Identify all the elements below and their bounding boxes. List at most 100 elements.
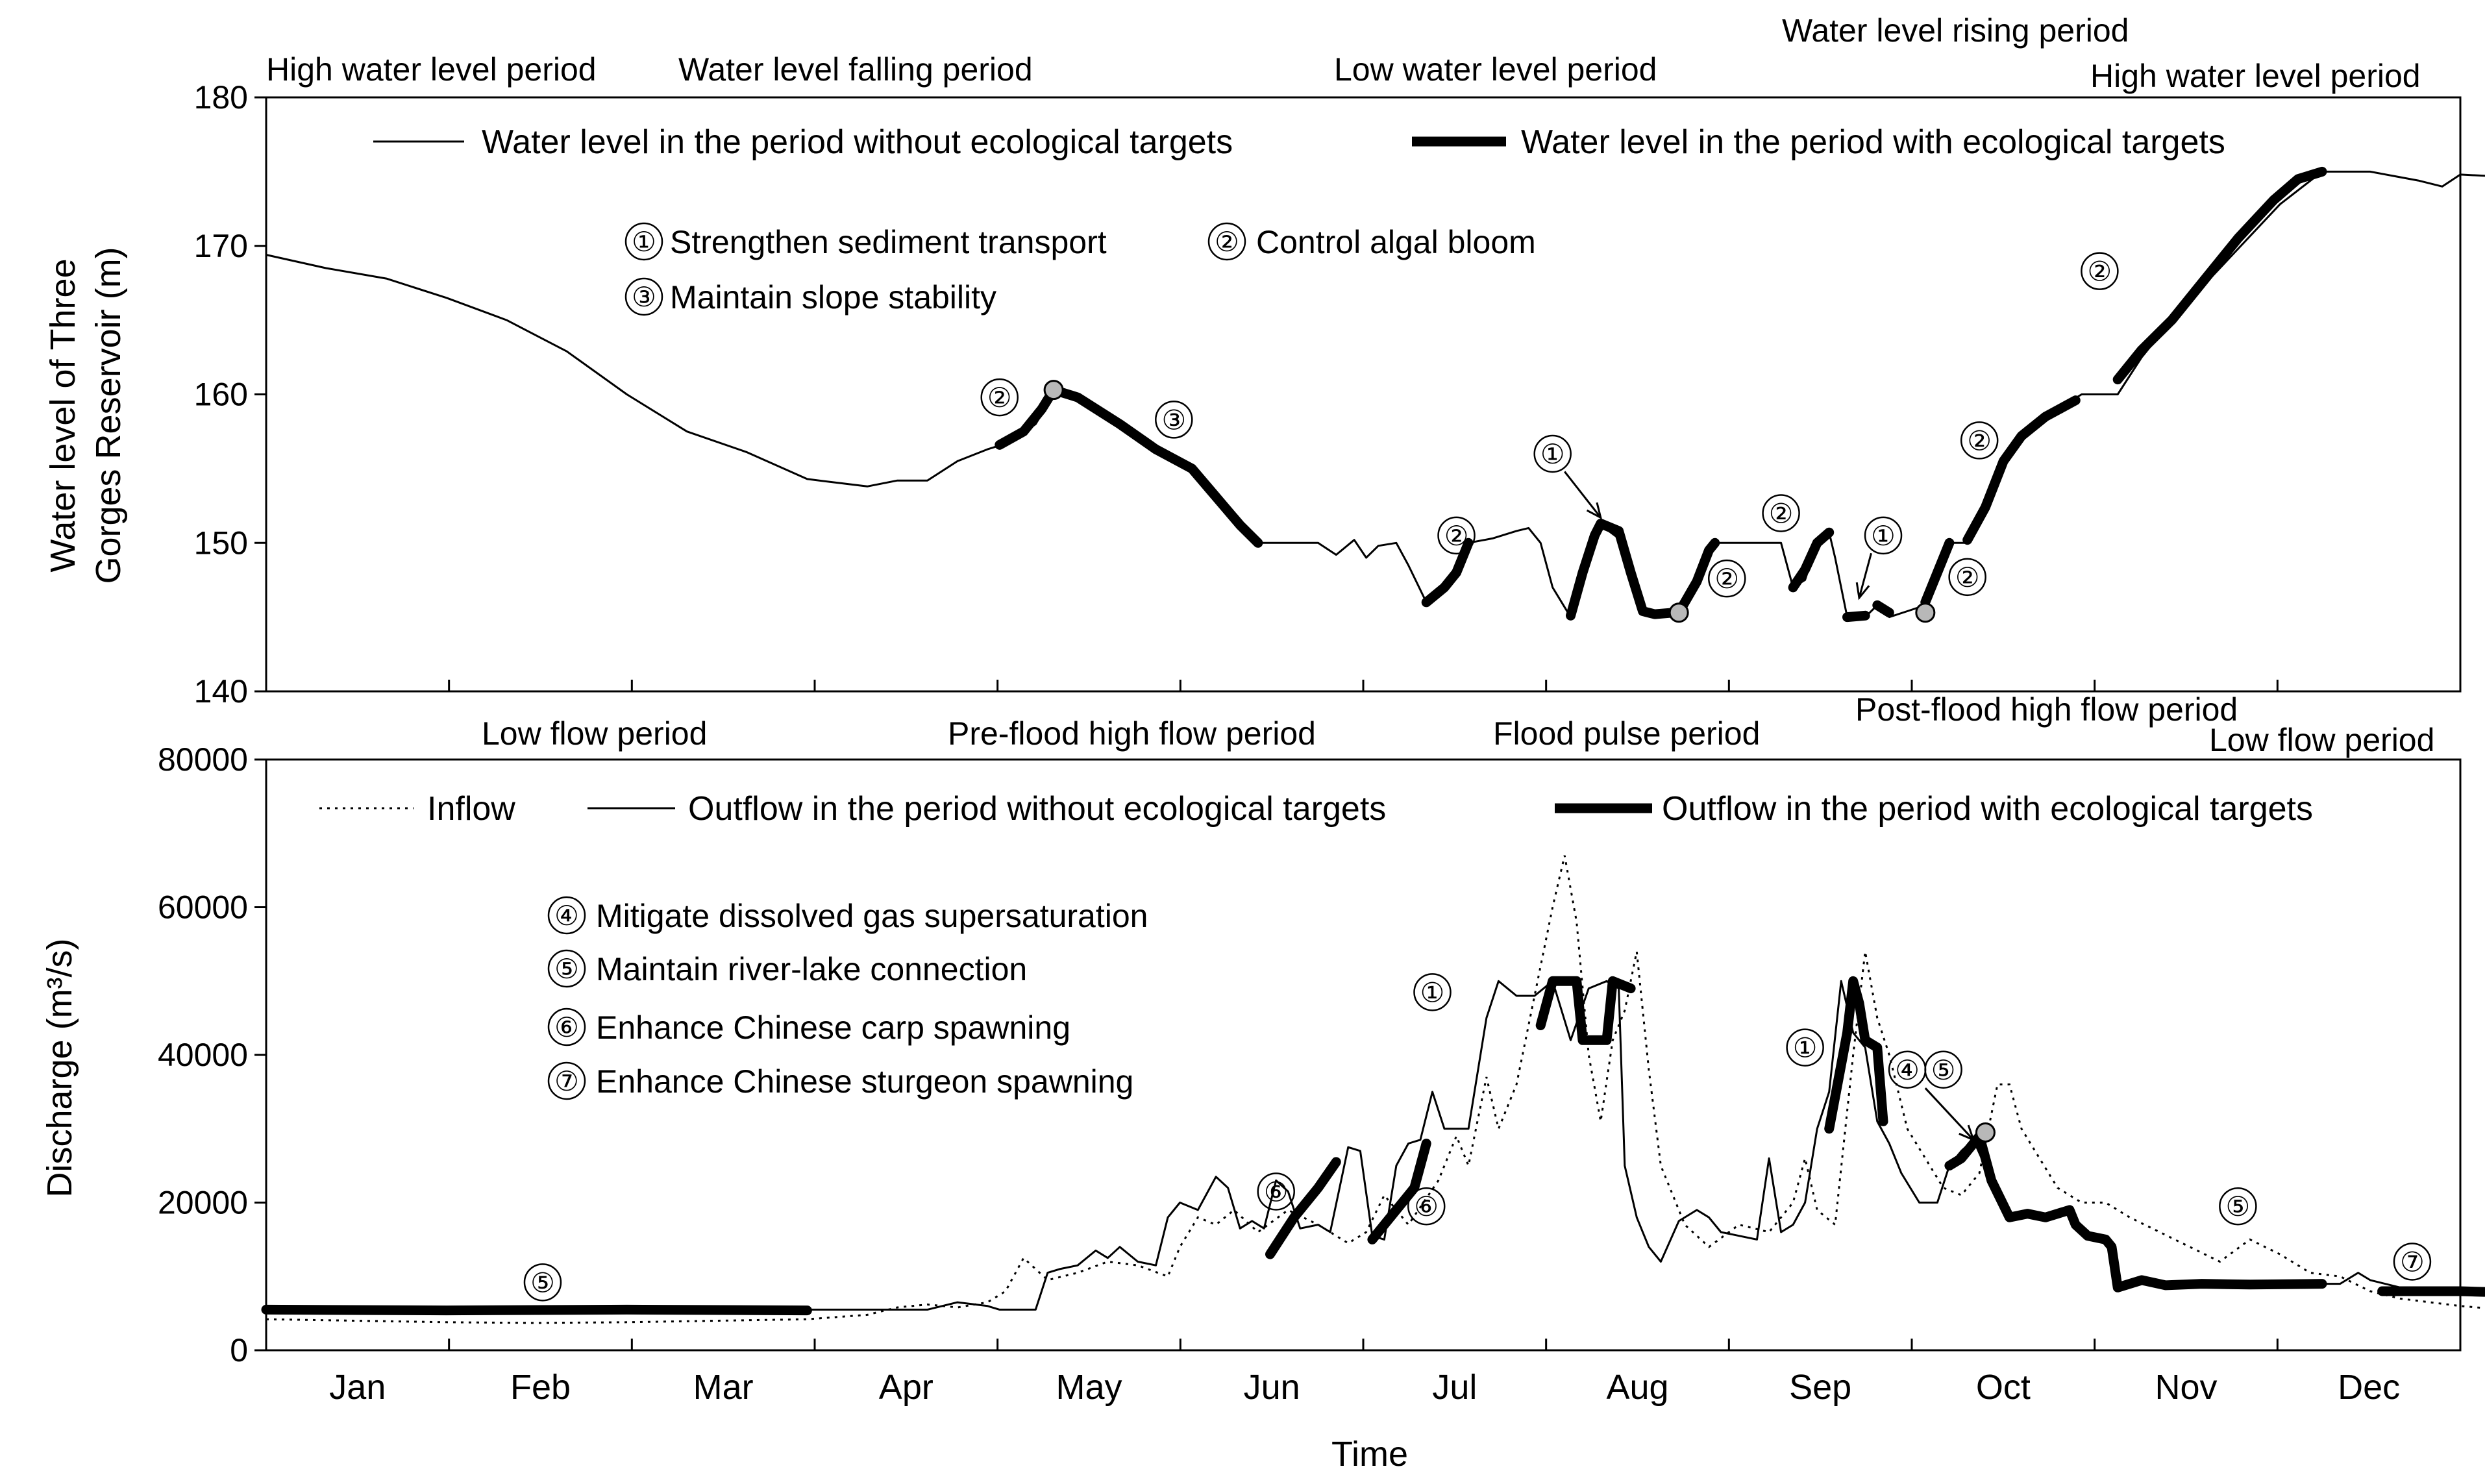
wl-series-with-targets-segment — [1872, 600, 1894, 618]
wl-annotation-number: ② — [1769, 499, 1794, 529]
q-annotation-number: ④ — [1895, 1055, 1920, 1085]
month-label: Jan — [329, 1368, 386, 1407]
q-series-inflow — [266, 855, 2485, 1324]
wl-annotation-circle — [2081, 252, 2119, 290]
q-target-num: ④ — [554, 900, 579, 931]
q-period-label: Post-flood high flow period — [1855, 691, 2238, 728]
q-annotation-number: ⑤ — [530, 1267, 555, 1298]
month-label: Dec — [2338, 1368, 2400, 1407]
wl-annotation-circle — [1948, 558, 1986, 597]
wl-series-with-targets-segment — [1920, 538, 1955, 608]
q-annotation-circle — [1257, 1172, 1295, 1211]
q-target-num: ⑥ — [554, 1012, 579, 1043]
wl-series-with-targets-segment — [2112, 166, 2327, 385]
q-annotation-number: ⑦ — [2400, 1247, 2425, 1278]
wl-y-tick-label: 140 — [194, 673, 248, 710]
wl-y-tick-label: 160 — [194, 377, 248, 413]
month-labels: Jan Feb Mar Apr May Jun Jul Aug Sep Oct Nov Dec — [329, 1368, 2400, 1407]
wl-target-text: Maintain slope stability — [670, 279, 996, 315]
wl-target-text: Control algal bloom — [1256, 224, 1536, 260]
wl-period-label: Water level falling period — [678, 51, 1033, 88]
q-series-outflow-with-targets-segment — [261, 1304, 812, 1316]
wl-y-tick-label: 150 — [194, 525, 248, 561]
wl-x-axis — [448, 680, 2279, 691]
wl-annotation-circle — [980, 378, 1019, 417]
q-annotation-number: ⑥ — [1414, 1191, 1439, 1222]
q-legend-label: Outflow in the period without ecological… — [688, 790, 1386, 828]
q-annotation-circle — [1407, 1187, 1446, 1226]
wl-series-with-targets-segment — [1962, 395, 2081, 545]
q-y-tick-label: 80000 — [158, 741, 248, 778]
wl-annotation-circle — [1864, 516, 1903, 555]
wl-legend-label: Water level in the period without ecolog… — [482, 123, 1233, 161]
month-label: May — [1056, 1368, 1122, 1407]
wl-annotation-circle — [1437, 516, 1476, 555]
q-annotation-circle — [2393, 1243, 2432, 1281]
q-y-axis-title: Discharge (m³/s) — [40, 938, 79, 1197]
wl-annotation-number: ② — [2088, 256, 2112, 287]
wl-series-with-targets-segment — [1048, 385, 1263, 548]
wl-annotation-circle — [1960, 421, 1999, 460]
q-target-text: Mitigate dissolved gas supersaturation — [596, 898, 1148, 934]
q-y-tick-label: 40000 — [158, 1037, 248, 1073]
wl-plot-area: ② ③ ② ① ② ② ① ② ② ② — [266, 166, 2485, 623]
discharge-panel: Low flow period Pre-flood high flow peri… — [40, 691, 2485, 1474]
q-target-num: ⑦ — [554, 1066, 579, 1096]
wl-period-label: High water level period — [266, 51, 597, 88]
wl-plot-frame — [265, 96, 2462, 693]
wl-annotation-number: ① — [1540, 439, 1565, 469]
wl-y-axis: 140 150 160 170 180 — [194, 79, 266, 710]
q-y-axis: 0 20000 40000 60000 80000 — [158, 741, 266, 1368]
q-annotation-circle — [523, 1263, 562, 1302]
q-y-tick-label: 20000 — [158, 1185, 248, 1221]
month-label: Apr — [879, 1368, 933, 1407]
q-annotation-number: ⑤ — [2226, 1191, 2251, 1222]
q-target-text: Maintain river-lake connection — [596, 951, 1027, 987]
q-legend-label: Inflow — [427, 790, 515, 828]
q-x-axis — [448, 1339, 2279, 1350]
month-label: Oct — [1976, 1368, 2031, 1407]
wl-marker — [1668, 602, 1689, 623]
q-legend: Inflow Outflow in the period without eco… — [319, 790, 2313, 828]
wl-annotation-number: ② — [987, 382, 1012, 413]
q-y-tick-label: 60000 — [158, 889, 248, 926]
q-annotation-circle — [2219, 1187, 2257, 1226]
q-series-outflow-with-targets-segment — [2377, 1286, 2485, 1297]
q-target-num: ⑤ — [554, 954, 579, 984]
month-label: Aug — [1606, 1368, 1668, 1407]
wl-series-with-targets-segment — [1842, 610, 1870, 623]
wl-targets-list: ① Strengthen sediment transport ② Contro… — [624, 222, 1536, 316]
wl-target-text: Strengthen sediment transport — [670, 224, 1107, 260]
wl-annotation-arrow — [1564, 471, 1603, 520]
wl-annotation-circle — [1533, 434, 1572, 473]
q-period-label: Pre-flood high flow period — [948, 715, 1316, 752]
month-label: Jun — [1244, 1368, 1300, 1407]
wl-y-tick-label: 180 — [194, 79, 248, 116]
month-label: Sep — [1789, 1368, 1851, 1407]
wl-target-num: ② — [1215, 227, 1239, 257]
q-series-outflow-with-targets-segment — [1265, 1157, 1341, 1259]
wl-annotation-circle — [1707, 559, 1746, 598]
q-series-outflow-with-targets-segment — [1367, 1139, 1431, 1244]
q-annotation-arrow — [1924, 1087, 1975, 1142]
month-label: Feb — [510, 1368, 571, 1407]
wl-annotation-arrow — [1855, 552, 1872, 600]
q-series-outflow-with-targets-segment — [1944, 1131, 2327, 1292]
wl-annotation-number: ③ — [1161, 404, 1186, 435]
wl-y-tick-label: 170 — [194, 228, 248, 264]
wl-series-with-targets-segment — [1788, 527, 1835, 593]
q-series-outflow-with-targets-segment — [1824, 976, 1888, 1134]
wl-series-with-targets-segment — [1421, 538, 1474, 608]
month-label: Mar — [693, 1368, 754, 1407]
wl-annotation-circle — [1155, 401, 1193, 439]
month-label: Nov — [2155, 1368, 2217, 1407]
q-period-label: Low flow period — [482, 715, 707, 752]
q-target-text: Enhance Chinese carp spawning — [596, 1009, 1070, 1046]
q-target-text: Enhance Chinese sturgeon spawning — [596, 1063, 1133, 1100]
q-y-tick-label: 0 — [230, 1332, 248, 1368]
wl-period-label: Low water level period — [1334, 51, 1657, 88]
wl-annotation-number: ① — [1871, 521, 1896, 551]
month-label: Jul — [1432, 1368, 1477, 1407]
wl-marker — [1043, 380, 1064, 401]
